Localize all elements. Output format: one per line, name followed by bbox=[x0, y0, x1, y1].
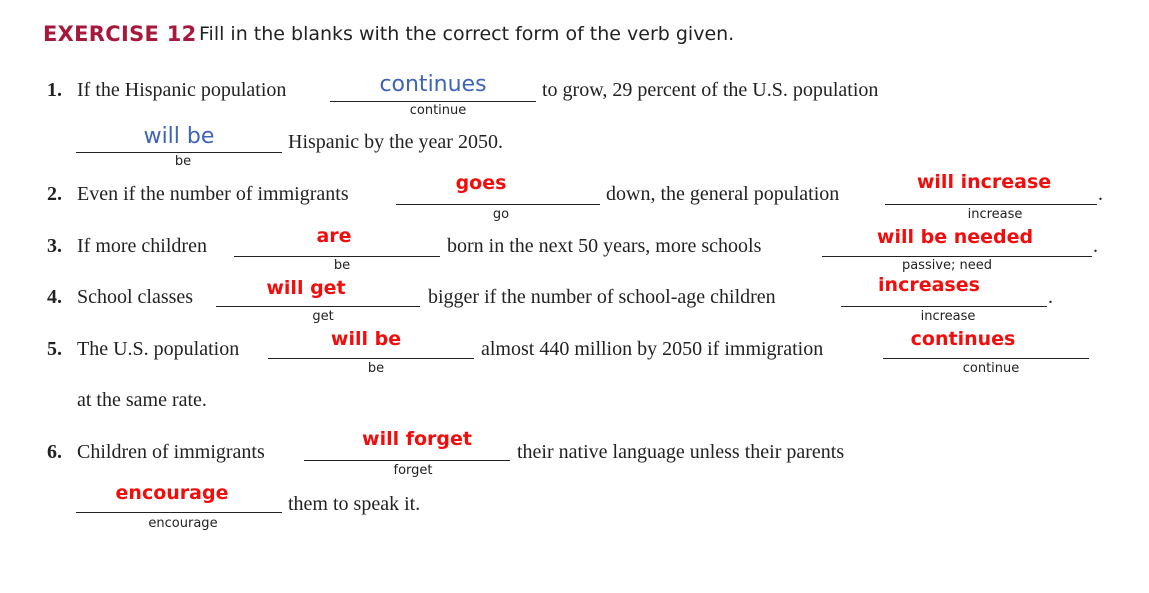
answer-line bbox=[396, 204, 600, 205]
sentence-text: Even if the number of immigrants bbox=[77, 183, 349, 205]
sentence-text: down, the general population bbox=[606, 183, 840, 205]
sentence-text: to grow, 29 percent of the U.S. populati… bbox=[542, 79, 879, 101]
item-number: 5. bbox=[47, 338, 62, 360]
verb-hint: encourage bbox=[148, 516, 218, 531]
sentence-end: . bbox=[1093, 235, 1098, 257]
answer-line bbox=[885, 204, 1097, 205]
verb-hint: passive; need bbox=[901, 258, 993, 273]
verb-hint: continue bbox=[962, 361, 1020, 376]
item-number: 2. bbox=[47, 183, 62, 205]
sentence-text: bigger if the number of school-age child… bbox=[428, 286, 776, 308]
sentence-text: If the Hispanic population bbox=[77, 79, 287, 101]
verb-hint: increase bbox=[967, 207, 1023, 222]
sentence-text: If more children bbox=[77, 235, 207, 257]
answer-line bbox=[234, 256, 440, 257]
answer-line bbox=[304, 460, 510, 461]
sentence-text: them to speak it. bbox=[288, 493, 421, 515]
sentence-text: born in the next 50 years, more schools bbox=[447, 235, 762, 257]
sentence-text: School classes bbox=[77, 286, 194, 308]
answer-blank-filled[interactable]: will be needed bbox=[876, 226, 1034, 248]
answer-blank-filled[interactable]: continues bbox=[910, 328, 1016, 350]
sentence-text: almost 440 million by 2050 if immigratio… bbox=[481, 338, 824, 360]
verb-hint: get bbox=[312, 309, 334, 324]
exercise-instruction: Fill in the blanks with the correct form… bbox=[199, 23, 735, 45]
answer-line bbox=[822, 256, 1092, 257]
sentence-text: The U.S. population bbox=[77, 338, 240, 360]
sentence-end: . bbox=[1048, 286, 1053, 308]
verb-hint: forget bbox=[393, 463, 433, 478]
item-number: 3. bbox=[47, 235, 62, 257]
answer-blank-filled[interactable]: goes bbox=[455, 172, 507, 194]
answer-line bbox=[841, 306, 1047, 307]
answer-blank-filled[interactable]: will forget bbox=[362, 428, 472, 450]
sentence-end: . bbox=[1098, 183, 1103, 205]
sentence-text: at the same rate. bbox=[77, 389, 207, 411]
answer-blank-filled[interactable]: increases bbox=[878, 274, 980, 296]
item-number: 4. bbox=[47, 286, 62, 308]
answer-line bbox=[883, 358, 1089, 359]
answer-line bbox=[216, 306, 420, 307]
answer-blank-filled[interactable]: are bbox=[316, 225, 352, 247]
verb-hint: be bbox=[333, 258, 351, 273]
exercise-label: EXERCISE 12 bbox=[43, 22, 197, 46]
answer-line bbox=[330, 101, 536, 102]
verb-hint: continue bbox=[409, 103, 467, 118]
answer-blank-filled[interactable]: will increase bbox=[916, 171, 1052, 193]
verb-hint: be bbox=[174, 154, 192, 169]
item-number: 1. bbox=[47, 79, 62, 101]
sentence-text: Children of immigrants bbox=[77, 441, 265, 463]
answer-blank-filled[interactable]: will be bbox=[143, 124, 215, 149]
answer-line bbox=[76, 512, 282, 513]
item-number: 6. bbox=[47, 441, 62, 463]
verb-hint: be bbox=[367, 361, 385, 376]
answer-blank-filled[interactable]: will get bbox=[266, 277, 346, 299]
verb-hint: go bbox=[492, 207, 510, 222]
sentence-text: their native language unless their paren… bbox=[517, 441, 845, 463]
answer-line bbox=[76, 152, 282, 153]
answer-blank-filled[interactable]: continues bbox=[379, 72, 487, 97]
answer-blank-filled[interactable]: will be bbox=[330, 328, 402, 350]
answer-line bbox=[268, 358, 474, 359]
verb-hint: increase bbox=[920, 309, 976, 324]
sentence-text: Hispanic by the year 2050. bbox=[288, 131, 503, 153]
answer-blank-filled[interactable]: encourage bbox=[115, 482, 229, 504]
